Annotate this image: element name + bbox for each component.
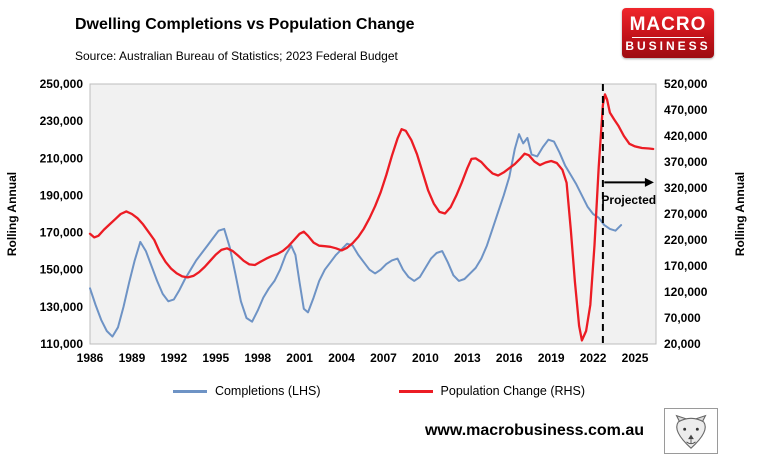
rhs-tick-label: 220,000 <box>664 233 708 247</box>
legend-item-population: Population Change (RHS) <box>398 384 586 398</box>
x-tick-label: 2016 <box>496 351 523 365</box>
rhs-tick-label: 370,000 <box>664 155 708 169</box>
lhs-tick-label: 190,000 <box>40 188 84 202</box>
legend-label-population: Population Change (RHS) <box>440 384 586 398</box>
source-caption: Source: Australian Bureau of Statistics;… <box>75 49 398 63</box>
x-tick-label: 2013 <box>454 351 481 365</box>
website-url: www.macrobusiness.com.au <box>424 422 644 439</box>
lhs-tick-label: 170,000 <box>40 226 84 240</box>
rhs-tick-label: 170,000 <box>664 259 708 273</box>
page-title: Dwelling Completions vs Population Chang… <box>75 16 415 33</box>
legend-item-completions: Completions (LHS) <box>172 384 321 398</box>
rhs-tick-label: 320,000 <box>664 181 708 195</box>
rhs-tick-label: 120,000 <box>664 285 708 299</box>
logo-line-macro: MACRO <box>629 13 707 35</box>
lhs-tick-label: 250,000 <box>40 77 84 91</box>
rhs-tick-label: 20,000 <box>664 337 701 351</box>
lhs-axis-title: Rolling Annual <box>5 172 19 256</box>
x-tick-label: 2019 <box>538 351 565 365</box>
lhs-tick-label: 230,000 <box>40 114 84 128</box>
projected-annotation: Projected <box>601 193 656 207</box>
lhs-tick-label: 110,000 <box>40 337 83 351</box>
x-tick-label: 2004 <box>328 351 355 365</box>
dual-axis-line-chart: 250,000 230,000 210,000 190,000 170,000 150,0… <box>5 77 747 365</box>
x-tick-label: 1986 <box>77 351 104 365</box>
logo-line-business: BUSINESS <box>625 38 711 53</box>
x-tick-label: 2010 <box>412 351 439 365</box>
wolf-logo-icon <box>664 408 718 454</box>
x-tick-label: 1992 <box>161 351 188 365</box>
projected-arrow-head <box>644 177 654 187</box>
x-tick-label: 2025 <box>622 351 649 365</box>
x-tick-label: 1989 <box>119 351 146 365</box>
rhs-tick-label: 420,000 <box>664 129 708 143</box>
series-line-lhs <box>89 133 623 338</box>
series-line-rhs <box>88 93 655 342</box>
rhs-tick-label: 470,000 <box>664 103 708 117</box>
completions-line-swatch <box>172 389 207 393</box>
lhs-tick-label: 130,000 <box>40 300 84 314</box>
lhs-tick-label: 150,000 <box>40 263 84 277</box>
chart-legend: Completions (LHS) Population Change (RHS… <box>0 384 758 398</box>
x-tick-label: 1998 <box>244 351 271 365</box>
footer: www.macrobusiness.com.au <box>425 408 718 454</box>
rhs-axis-title: Rolling Annual <box>733 172 747 256</box>
macrobusiness-logo: MACRO BUSINESS <box>622 8 714 58</box>
lhs-tick-label: 210,000 <box>40 151 84 165</box>
rhs-tick-label: 270,000 <box>664 207 708 221</box>
rhs-tick-label: 520,000 <box>664 77 708 91</box>
x-tick-label: 2001 <box>286 351 313 365</box>
x-tick-label: 1995 <box>202 351 229 365</box>
population-line-swatch <box>398 389 433 393</box>
x-tick-label: 2007 <box>370 351 397 365</box>
plot-area <box>89 83 657 345</box>
logo-divider <box>632 36 704 38</box>
rhs-tick-label: 70,000 <box>664 311 701 325</box>
x-tick-label: 2022 <box>580 351 607 365</box>
legend-label-completions: Completions (LHS) <box>214 384 321 398</box>
